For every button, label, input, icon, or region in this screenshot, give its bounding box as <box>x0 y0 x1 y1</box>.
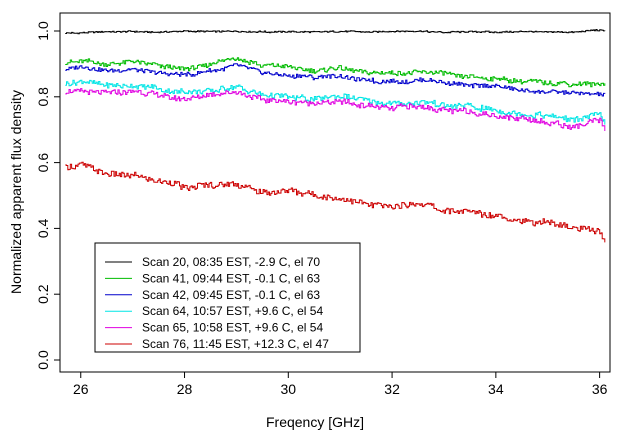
legend-items: Scan 20, 08:35 EST, -2.9 C, el 70 Scan 41… <box>105 255 329 351</box>
series-line-6 <box>65 161 606 243</box>
series-line-3 <box>65 63 606 97</box>
series-line-1 <box>65 29 606 35</box>
legend-label: Scan 65, 10:58 EST, +9.6 C, el 54 <box>142 321 323 335</box>
series-line-2 <box>65 57 606 88</box>
x-tick-label: 36 <box>592 381 608 397</box>
x-axis-title: Freqency [GHz] <box>266 414 364 430</box>
y-axis-title: Normalized apparent flux density <box>8 90 24 294</box>
y-tick-label: 0.8 <box>35 87 51 107</box>
series-layer <box>65 29 606 243</box>
series-line-4 <box>65 79 606 125</box>
series-line-5 <box>65 88 606 131</box>
x-tick-label: 34 <box>488 381 504 397</box>
x-tick-label: 26 <box>73 381 89 397</box>
y-tick-label: 1.0 <box>35 21 51 41</box>
y-tick-label: 0.0 <box>35 350 51 370</box>
legend: Scan 20, 08:35 EST, -2.9 C, el 70 Scan 41… <box>94 242 361 353</box>
legend-label: Scan 41, 09:44 EST, -0.1 C, el 63 <box>142 271 320 285</box>
y-tick-label: 0.2 <box>35 284 51 304</box>
x-tick-label: 30 <box>281 381 297 397</box>
legend-label: Scan 64, 10:57 EST, +9.6 C, el 54 <box>142 304 323 318</box>
legend-label: Scan 42, 09:45 EST, -0.1 C, el 63 <box>142 288 320 302</box>
x-tick-label: 32 <box>384 381 400 397</box>
legend-box <box>94 242 361 353</box>
x-tick-label: 28 <box>177 381 193 397</box>
x-axis: 26 28 30 32 34 36 <box>73 372 608 397</box>
y-tick-label: 0.4 <box>35 218 51 238</box>
y-tick-label: 0.6 <box>35 153 51 173</box>
y-axis: 0.0 0.2 0.4 0.6 0.8 1.0 <box>35 21 60 370</box>
legend-label: Scan 76, 11:45 EST, +12.3 C, el 47 <box>142 337 329 351</box>
plot-frame <box>59 12 611 373</box>
legend-label: Scan 20, 08:35 EST, -2.9 C, el 70 <box>142 255 320 269</box>
